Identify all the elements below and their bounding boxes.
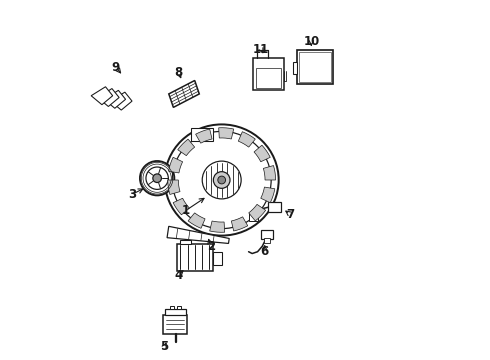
Bar <box>213 252 221 265</box>
Bar <box>269 202 281 212</box>
Bar <box>297 50 333 84</box>
Circle shape <box>218 176 225 184</box>
Polygon shape <box>231 217 248 231</box>
Ellipse shape <box>202 161 241 199</box>
Polygon shape <box>196 129 212 143</box>
Polygon shape <box>178 139 195 156</box>
Polygon shape <box>168 180 180 194</box>
Polygon shape <box>249 204 266 221</box>
Ellipse shape <box>165 125 279 235</box>
Text: 3: 3 <box>128 188 136 201</box>
Polygon shape <box>219 128 234 139</box>
Bar <box>180 240 191 244</box>
Polygon shape <box>98 89 119 107</box>
Bar <box>261 230 272 239</box>
Polygon shape <box>167 226 229 243</box>
Polygon shape <box>263 166 275 180</box>
Bar <box>170 306 174 309</box>
Circle shape <box>213 172 230 188</box>
Polygon shape <box>188 213 205 228</box>
Bar <box>164 315 187 334</box>
Bar <box>264 238 270 243</box>
Bar <box>177 306 181 309</box>
Circle shape <box>140 161 174 195</box>
Bar <box>192 128 213 141</box>
Polygon shape <box>104 90 125 108</box>
Text: 10: 10 <box>303 35 319 49</box>
Polygon shape <box>254 145 270 162</box>
Text: 8: 8 <box>174 66 183 79</box>
Polygon shape <box>91 87 113 105</box>
Text: 6: 6 <box>261 245 269 258</box>
Polygon shape <box>261 187 275 203</box>
Bar <box>299 52 331 82</box>
Polygon shape <box>210 221 225 232</box>
Circle shape <box>146 167 169 189</box>
Polygon shape <box>169 81 199 107</box>
Bar <box>256 68 281 88</box>
Bar <box>165 309 186 315</box>
Bar <box>253 58 284 90</box>
Polygon shape <box>111 92 132 110</box>
Text: 2: 2 <box>207 240 215 253</box>
Polygon shape <box>173 198 189 215</box>
Text: 5: 5 <box>160 340 169 353</box>
Bar <box>177 244 213 271</box>
Bar <box>294 62 297 74</box>
Polygon shape <box>238 132 255 147</box>
Text: 4: 4 <box>174 269 183 282</box>
Text: 7: 7 <box>286 208 294 221</box>
Bar <box>248 213 258 221</box>
Circle shape <box>153 174 161 183</box>
Text: 1: 1 <box>182 204 190 217</box>
Text: 11: 11 <box>253 42 270 55</box>
Polygon shape <box>169 157 183 173</box>
Text: 9: 9 <box>112 60 120 73</box>
